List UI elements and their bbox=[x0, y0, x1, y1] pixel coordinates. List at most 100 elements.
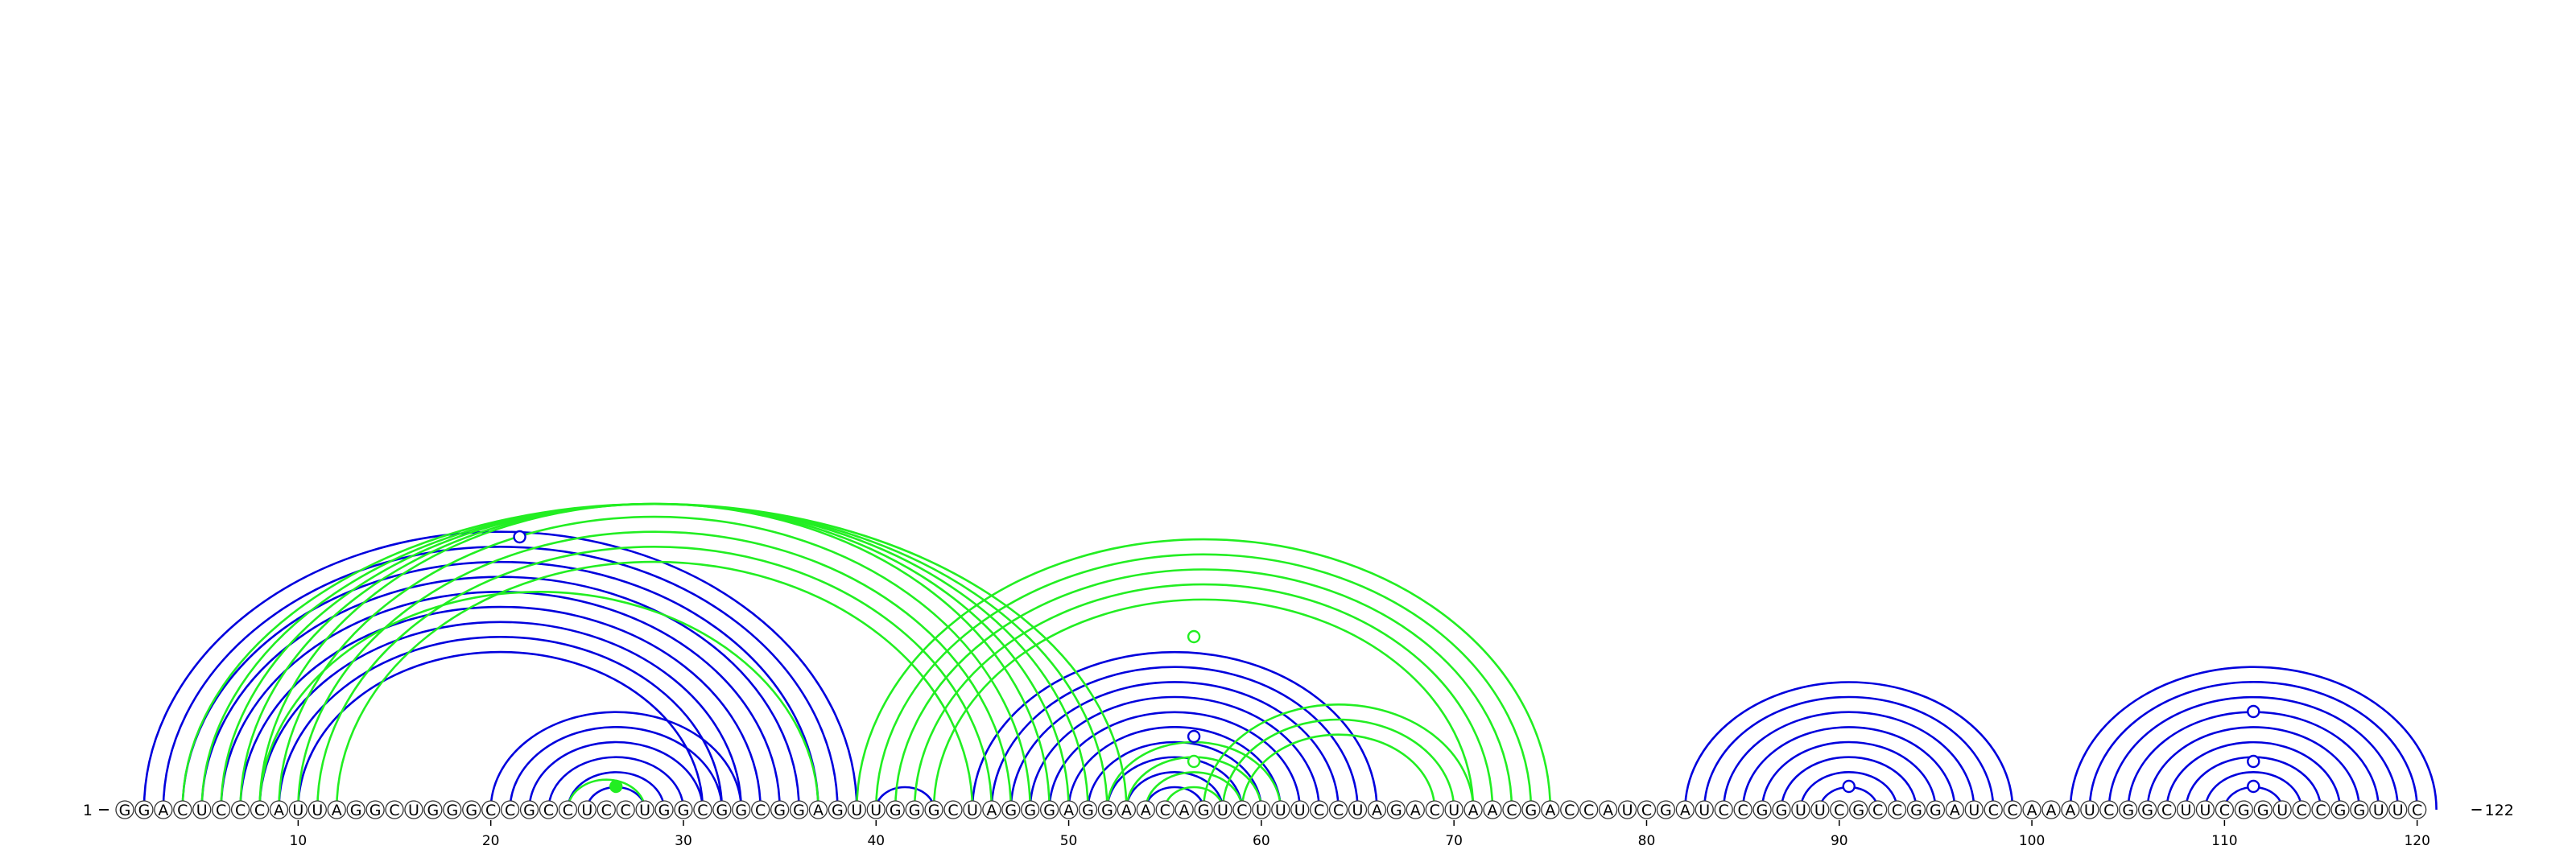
nucleotide-circle bbox=[2311, 800, 2330, 819]
nucleotide: C bbox=[1887, 800, 1907, 819]
blue-arc-marker bbox=[2247, 779, 2260, 794]
nucleotide-circle bbox=[635, 800, 654, 819]
nucleotide: C bbox=[250, 800, 270, 819]
nucleotide: C bbox=[693, 800, 712, 819]
blue-base-pair-arc bbox=[1722, 711, 1975, 811]
nucleotide-letter: G bbox=[1024, 802, 1036, 819]
nucleotide-circle bbox=[539, 800, 559, 819]
nucleotide: G bbox=[1656, 800, 1676, 819]
nucleotide: C bbox=[1637, 800, 1657, 819]
nucleotide: G bbox=[115, 800, 134, 819]
nucleotide: U bbox=[1617, 800, 1637, 819]
nucleotide-letter: G bbox=[1043, 802, 1055, 819]
nucleotide-letter: C bbox=[1506, 802, 1517, 819]
tick-label: 100 bbox=[2019, 833, 2045, 849]
nucleotide-circle bbox=[308, 800, 327, 819]
nucleotide: G bbox=[1386, 800, 1406, 819]
nucleotide-circle bbox=[154, 800, 173, 819]
nucleotide-letter: U bbox=[1699, 802, 1710, 819]
nucleotide-circle bbox=[1155, 800, 1174, 819]
nucleotide-letter: G bbox=[523, 802, 535, 819]
green-base-pair-arc bbox=[1241, 733, 1436, 811]
nucleotide-circle bbox=[712, 800, 732, 819]
green-base-pair-arc bbox=[874, 553, 1533, 811]
blue-base-pair-arc bbox=[509, 726, 724, 811]
nucleotide-letter: U bbox=[312, 802, 323, 819]
nucleotide-letter: C bbox=[1737, 802, 1748, 819]
nucleotide-letter: U bbox=[1448, 802, 1459, 819]
nucleotide-letter: A bbox=[1545, 802, 1555, 819]
nucleotide-letter: C bbox=[755, 802, 766, 819]
nucleotide-letter: G bbox=[832, 802, 844, 819]
nucleotide: A bbox=[1136, 800, 1155, 819]
nucleotide-letter: G bbox=[369, 802, 382, 819]
nucleotide-letter: A bbox=[813, 802, 824, 819]
blue-base-pair-arc bbox=[1125, 771, 1224, 811]
nucleotide-circle bbox=[1791, 800, 1810, 819]
nucleotide-letter: A bbox=[332, 802, 342, 819]
nucleotide: U bbox=[866, 800, 886, 819]
blue-base-pair-arc bbox=[2146, 726, 2361, 811]
nucleotide-letter: U bbox=[292, 802, 303, 819]
nucleotide-circle bbox=[1136, 800, 1155, 819]
nucleotide-letter: A bbox=[1179, 802, 1190, 819]
blue-base-pair-arc bbox=[162, 546, 839, 811]
tick-label: 30 bbox=[675, 833, 692, 849]
nucleotide: C bbox=[1984, 800, 2003, 819]
nucleotide-letter: U bbox=[1294, 802, 1306, 819]
nucleotide-letter: C bbox=[2315, 802, 2326, 819]
nucleotide: C bbox=[211, 800, 231, 819]
nucleotide: C bbox=[1155, 800, 1174, 819]
nucleotide-circle bbox=[1174, 800, 1194, 819]
arc-markers bbox=[513, 530, 2260, 794]
nucleotide-circle bbox=[751, 800, 770, 819]
blue-base-pair-arc bbox=[239, 605, 762, 811]
nucleotide: C bbox=[1579, 800, 1599, 819]
nucleotide-circle bbox=[2061, 800, 2080, 819]
nucleotide-letter: U bbox=[2199, 802, 2211, 819]
blue-base-pair-arc bbox=[990, 666, 1359, 811]
nucleotide-circle bbox=[1984, 800, 2003, 819]
nucleotide-letter: C bbox=[505, 802, 515, 819]
nucleotide-letter: U bbox=[1968, 802, 1979, 819]
nucleotide: U bbox=[404, 800, 423, 819]
green-arc-marker bbox=[609, 779, 623, 794]
green-base-pair-arc bbox=[567, 778, 646, 811]
nucleotide-circle bbox=[1502, 800, 1521, 819]
nucleotide: C bbox=[1232, 800, 1252, 819]
blue-base-pair-arc bbox=[528, 740, 704, 811]
nucleotide-circle bbox=[2350, 800, 2369, 819]
nucleotide-letter: C bbox=[1564, 802, 1575, 819]
nucleotide-letter: C bbox=[2219, 802, 2230, 819]
nucleotide-circle bbox=[288, 800, 308, 819]
nucleotide-circle bbox=[2234, 800, 2253, 819]
blue-base-pair-arc bbox=[1761, 740, 1937, 811]
nucleotide: C bbox=[1830, 800, 1849, 819]
nucleotide-circle bbox=[943, 800, 963, 819]
nucleotide-letter: U bbox=[2373, 802, 2384, 819]
nucleotide-circle bbox=[597, 800, 616, 819]
nucleotide: U bbox=[2369, 800, 2388, 819]
nucleotide-circle bbox=[2119, 800, 2138, 819]
nucleotide: G bbox=[886, 800, 905, 819]
green-base-pair-arc bbox=[913, 583, 1494, 811]
nucleotide: U bbox=[577, 800, 597, 819]
blue-base-pair-arc bbox=[2165, 740, 2342, 811]
nucleotide: C bbox=[1328, 800, 1348, 819]
nucleotide-circle bbox=[1328, 800, 1348, 819]
nucleotide: G bbox=[2119, 800, 2138, 819]
nucleotide-circle bbox=[1926, 800, 1946, 819]
nucleotide: G bbox=[2330, 800, 2350, 819]
nucleotide: G bbox=[924, 800, 943, 819]
nucleotide-letter: C bbox=[1333, 802, 1344, 819]
nucleotide-circle bbox=[1367, 800, 1387, 819]
nucleotide: C bbox=[616, 800, 635, 819]
nucleotide: U bbox=[2273, 800, 2292, 819]
nucleotide-circle bbox=[1617, 800, 1637, 819]
nucleotide-circle bbox=[443, 800, 462, 819]
nucleotide-circle bbox=[2022, 800, 2041, 819]
nucleotide-circle bbox=[2388, 800, 2408, 819]
nucleotide-circle bbox=[1483, 800, 1502, 819]
nucleotide: G bbox=[1001, 800, 1021, 819]
